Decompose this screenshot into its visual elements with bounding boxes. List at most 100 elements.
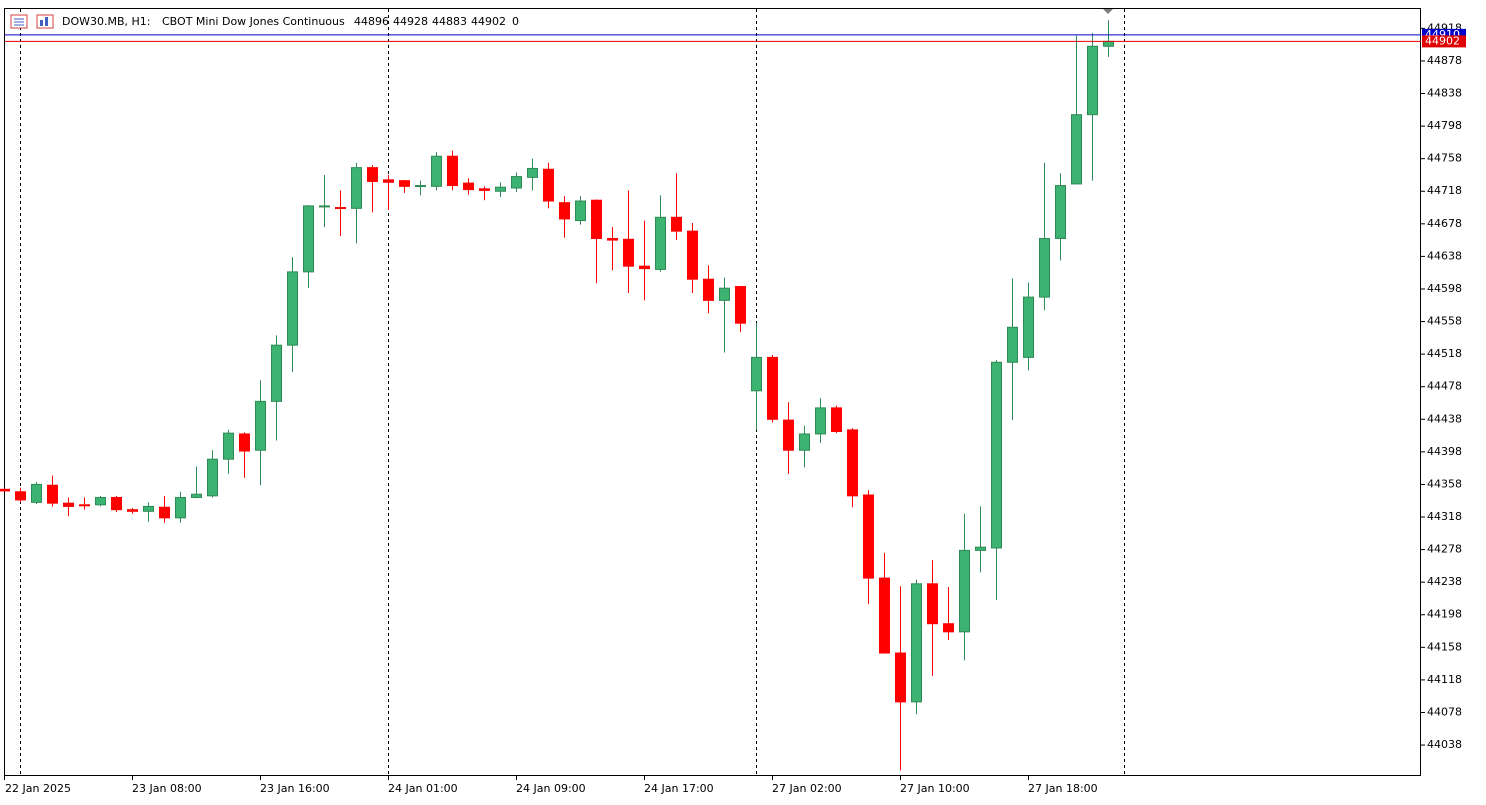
y-tick-label: 44318	[1427, 510, 1462, 523]
candle-body	[559, 202, 570, 220]
candle-body	[735, 286, 746, 324]
candle-body	[1103, 40, 1114, 47]
x-tick-label: 27 Jan 18:00	[1028, 782, 1098, 795]
last-low: 44883	[432, 15, 467, 28]
y-tick-label: 44358	[1427, 477, 1462, 490]
candle-body	[463, 182, 474, 191]
candle-body	[847, 429, 858, 497]
candle-body	[79, 504, 90, 507]
candle-body	[207, 458, 218, 497]
candle-body	[991, 361, 1002, 549]
y-tick-label: 44638	[1427, 249, 1462, 262]
candle-body	[143, 505, 154, 512]
y-tick-label: 44198	[1427, 608, 1462, 621]
candle-body	[31, 483, 42, 503]
x-tick-label: 23 Jan 16:00	[260, 782, 330, 795]
candle-body	[255, 400, 266, 451]
candle-body	[1055, 185, 1066, 239]
last-open: 44896	[354, 15, 389, 28]
candle-body	[607, 237, 618, 241]
y-tick-label: 44118	[1427, 673, 1462, 686]
y-tick-label: 44878	[1427, 54, 1462, 67]
description: CBOT Mini Dow Jones Continuous	[162, 15, 345, 28]
icon	[40, 20, 43, 26]
candle-body	[367, 167, 378, 182]
candle-body	[159, 506, 170, 519]
candle-body	[623, 238, 634, 267]
x-tick-label: 22 Jan 2025	[5, 782, 71, 795]
candle-body	[671, 216, 682, 232]
candle-body	[895, 652, 906, 703]
candle-body	[799, 433, 810, 451]
candle-body	[239, 433, 250, 452]
y-tick-label: 44798	[1427, 119, 1462, 132]
candle-body	[63, 502, 74, 507]
candle-body	[719, 287, 730, 301]
y-tick-label: 44558	[1427, 315, 1462, 328]
candle-body	[399, 180, 410, 187]
current-bar-marker	[1103, 9, 1113, 14]
candle-body	[687, 230, 698, 280]
candle-body	[111, 496, 122, 511]
candle-body	[911, 583, 922, 703]
candle-body	[1023, 296, 1034, 358]
candle-body	[783, 419, 794, 451]
plot-frame	[4, 8, 1421, 776]
candle-body	[751, 356, 762, 392]
candle-body	[959, 549, 970, 633]
candle-body	[879, 577, 890, 654]
candle-body	[1007, 326, 1018, 363]
candle-body	[175, 496, 186, 519]
header-icons	[10, 14, 54, 29]
x-tick-label: 27 Jan 10:00	[900, 782, 970, 795]
y-tick-label: 44598	[1427, 282, 1462, 295]
candle-body	[655, 216, 666, 270]
candle-body	[1087, 45, 1098, 116]
candle-body	[127, 509, 138, 512]
bid-label: 44902	[1425, 34, 1460, 47]
y-tick-label: 44678	[1427, 217, 1462, 230]
candle-body	[831, 407, 842, 432]
y-tick-label: 44398	[1427, 445, 1462, 458]
candle-body	[479, 188, 490, 191]
candle-body	[191, 493, 202, 498]
y-tick-label: 44838	[1427, 87, 1462, 100]
x-tick-label: 24 Jan 01:00	[388, 782, 458, 795]
candle-body	[575, 200, 586, 222]
candle-body	[287, 271, 298, 346]
candle-body	[495, 186, 506, 192]
candle-body	[383, 179, 394, 183]
candle-body	[511, 176, 522, 189]
candle-body	[0, 488, 10, 492]
y-tick-label: 44478	[1427, 380, 1462, 393]
candle-body	[975, 546, 986, 551]
candle-body	[47, 484, 58, 504]
candle-body	[815, 407, 826, 435]
y-tick-label: 44238	[1427, 575, 1462, 588]
icon	[45, 17, 48, 26]
x-tick-label: 23 Jan 08:00	[132, 782, 202, 795]
candle-body	[447, 155, 458, 187]
candle-body	[15, 491, 26, 501]
candle-body	[351, 167, 362, 209]
candle-body	[223, 432, 234, 460]
x-tick-label: 27 Jan 02:00	[772, 782, 842, 795]
candle-body	[271, 344, 282, 402]
last-close: 44902	[471, 15, 506, 28]
x-tick-label: 24 Jan 17:00	[644, 782, 714, 795]
candle-body	[527, 167, 538, 178]
candle-body	[863, 494, 874, 579]
candle-body	[95, 496, 106, 506]
candle-body	[335, 207, 346, 210]
candle-body	[703, 278, 714, 301]
candle-body	[303, 205, 314, 273]
y-tick-label: 44278	[1427, 543, 1462, 556]
candle-body	[431, 155, 442, 187]
candle-body	[1039, 237, 1050, 298]
last-high: 44928	[393, 15, 428, 28]
candle-body	[767, 356, 778, 420]
candle-body	[1071, 114, 1082, 185]
candle-body	[639, 265, 650, 270]
